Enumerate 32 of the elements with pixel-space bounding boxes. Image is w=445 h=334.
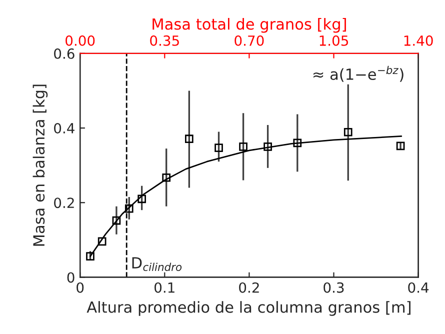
- x-axis-title: Altura promedio de la columna granos [m]: [86, 301, 410, 316]
- ref-line-label: D$_{cilindro}$: [132, 257, 182, 272]
- annotation: ≈ a(1−e$^{−bz}$): [314, 66, 404, 82]
- point: [112, 216, 121, 225]
- x2-tick-label: 0.00: [66, 35, 95, 46]
- point: [239, 142, 248, 151]
- y-tick-label: 0.2: [54, 198, 74, 208]
- point: [214, 144, 223, 152]
- point: [138, 194, 146, 204]
- x2-tick-label: 0.35: [150, 35, 179, 46]
- y-tick-label: 0: [67, 272, 74, 283]
- y-axis-title: Masa en balanza [kg]: [32, 84, 48, 246]
- x2-tick-label: 1.40: [404, 35, 433, 46]
- point: [86, 252, 94, 260]
- y-tick-label: 0.4: [54, 123, 74, 134]
- point: [293, 138, 302, 148]
- point: [344, 128, 352, 136]
- x2-tick-label: 0.70: [234, 35, 264, 46]
- x-tick-label: 0.2: [239, 282, 259, 293]
- point: [124, 204, 134, 213]
- y-tick-label: 0.6: [54, 48, 74, 59]
- x-tick-label: 0.1: [154, 282, 174, 293]
- x2-axis-title: Masa total de granos [kg]: [152, 18, 346, 33]
- x-tick-label: 0.4: [408, 282, 429, 293]
- x2-tick-label: 1.05: [320, 35, 348, 46]
- point: [185, 134, 194, 144]
- x-tick-label: 0: [76, 282, 84, 293]
- point: [264, 142, 272, 151]
- point: [98, 237, 106, 246]
- point: [396, 142, 405, 150]
- point: [162, 173, 171, 182]
- x-tick-label: 0.3: [324, 282, 344, 293]
